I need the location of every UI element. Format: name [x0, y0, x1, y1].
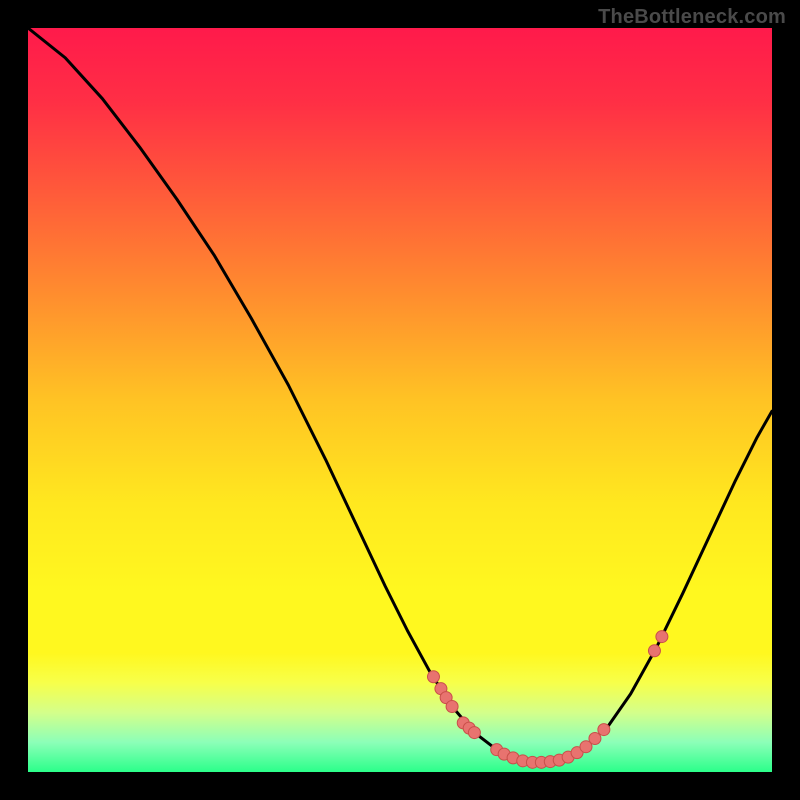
data-marker — [427, 671, 439, 683]
data-marker — [656, 631, 668, 643]
data-marker — [468, 727, 480, 739]
gradient-background — [28, 28, 772, 772]
data-marker — [589, 733, 601, 745]
data-marker — [648, 645, 660, 657]
data-marker — [446, 701, 458, 713]
bottleneck-curve-chart — [28, 28, 772, 772]
data-marker — [598, 724, 610, 736]
plot-area — [28, 28, 772, 772]
watermark-label: TheBottleneck.com — [598, 6, 786, 29]
chart-frame: TheBottleneck.com — [0, 0, 800, 800]
